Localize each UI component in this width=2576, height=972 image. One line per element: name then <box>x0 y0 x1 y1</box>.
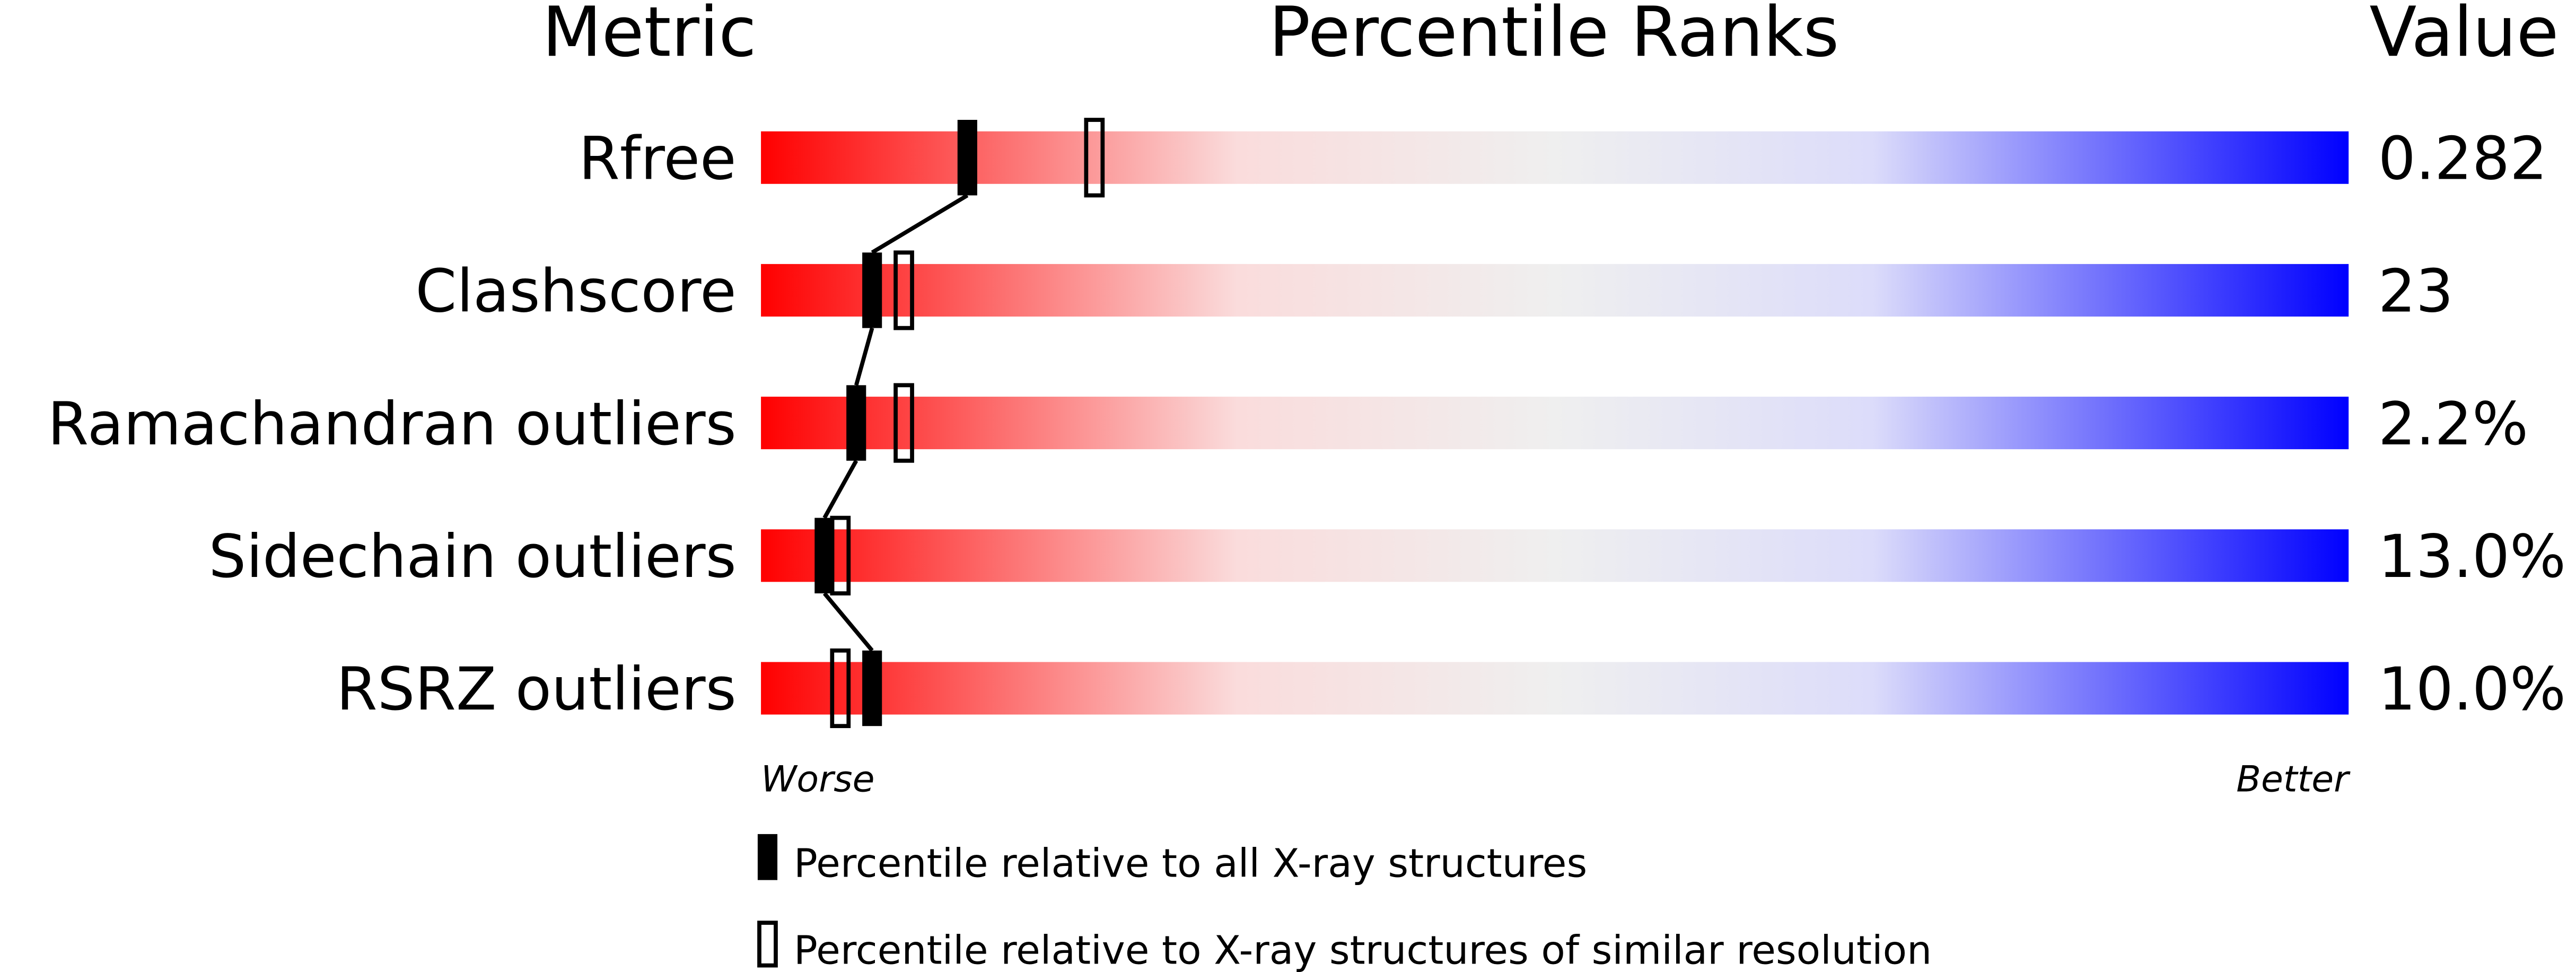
connector <box>854 327 874 386</box>
axis-label-high: Better <box>2236 758 2351 800</box>
legend-label: Percentile relative to all X-ray structu… <box>794 840 1587 886</box>
percentile-marker <box>1084 118 1105 198</box>
percentile-marker <box>893 383 914 463</box>
metric-label: Ramachandran outliers <box>48 390 737 459</box>
column-header: Value <box>2369 0 2559 72</box>
connector <box>822 592 874 652</box>
axis-label-low: Worse <box>761 758 874 800</box>
percentile-marker <box>846 385 866 461</box>
percentile-marker <box>862 252 882 328</box>
metric-value: 2.2% <box>2378 390 2528 459</box>
metric-value: 0.282 <box>2378 125 2547 193</box>
column-header: Metric <box>542 0 756 72</box>
slider-bar <box>761 529 2349 582</box>
metric-value: 23 <box>2378 258 2454 326</box>
percentile-marker <box>830 648 851 729</box>
slider-bar <box>761 397 2349 450</box>
metric-value: 10.0% <box>2378 655 2566 724</box>
slider-bar <box>761 264 2349 317</box>
metric-value: 13.0% <box>2378 523 2566 591</box>
column-header: Percentile Ranks <box>1269 0 1839 72</box>
connector <box>871 194 969 255</box>
metric-label: Sidechain outliers <box>208 523 736 591</box>
metric-label: Rfree <box>579 125 736 193</box>
percentile-marker <box>830 515 851 596</box>
slider-bar <box>761 131 2349 184</box>
metric-label: Clashscore <box>415 258 736 326</box>
slider-bar <box>761 662 2349 715</box>
percentile-marker <box>893 250 914 330</box>
percentile-marker <box>957 120 977 196</box>
percentile-marker <box>862 650 882 726</box>
legend-icon <box>757 834 778 880</box>
legend-label: Percentile relative to X-ray structures … <box>794 927 1932 972</box>
connector <box>822 459 858 519</box>
metric-label: RSRZ outliers <box>336 655 736 724</box>
legend-icon <box>757 921 778 968</box>
